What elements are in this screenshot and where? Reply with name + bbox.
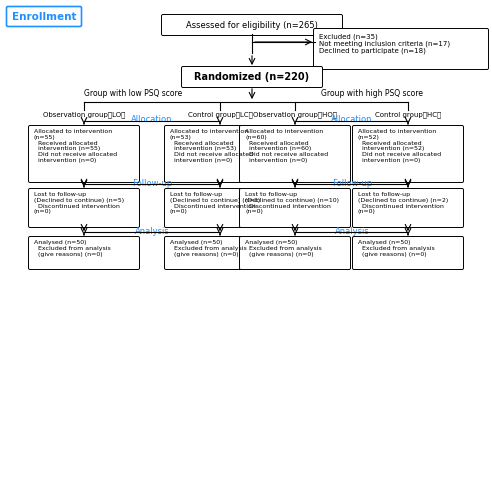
Text: Assessed for eligibility (n=265): Assessed for eligibility (n=265) xyxy=(186,20,318,30)
Text: Lost to follow-up
(Declined to continue) (n=2)
  Discontinued intervention
(n=0): Lost to follow-up (Declined to continue)… xyxy=(358,192,448,214)
FancyBboxPatch shape xyxy=(164,188,276,228)
Text: Excluded (n=35)
Not meeting inclusion criteria (n=17)
Declined to participate (n: Excluded (n=35) Not meeting inclusion cr… xyxy=(319,33,450,54)
FancyBboxPatch shape xyxy=(29,126,140,182)
Text: Control group（LC）: Control group（LC） xyxy=(187,111,252,117)
FancyBboxPatch shape xyxy=(240,188,350,228)
FancyBboxPatch shape xyxy=(164,236,276,270)
Text: Allocated to intervention
(n=53)
  Received allocated
  intervention (n=53)
  Di: Allocated to intervention (n=53) Receive… xyxy=(170,129,253,163)
Text: Allocated to intervention
(n=55)
  Received allocated
  intervention (n=55)
  Di: Allocated to intervention (n=55) Receive… xyxy=(34,129,117,163)
Text: Analysed (n=50)
  Excluded from analysis
  (give reasons) (n=0): Analysed (n=50) Excluded from analysis (… xyxy=(358,240,435,256)
Text: Analysed (n=50)
  Excluded from analysis
  (give reasons) (n=0): Analysed (n=50) Excluded from analysis (… xyxy=(34,240,111,256)
Text: Analysed (n=50)
  Excluded from analysis
  (give reasons) (n=0): Analysed (n=50) Excluded from analysis (… xyxy=(245,240,322,256)
FancyBboxPatch shape xyxy=(240,126,350,182)
Text: Group with high PSQ score: Group with high PSQ score xyxy=(321,88,423,98)
Text: Lost to follow-up
(Declined to continue) (n=10)
  Discontinued intervention
(n=0: Lost to follow-up (Declined to continue)… xyxy=(245,192,339,214)
Text: Allocation: Allocation xyxy=(131,116,173,124)
Text: Allocation: Allocation xyxy=(331,116,373,124)
FancyBboxPatch shape xyxy=(161,14,342,36)
Text: Allocated to intervention
(n=60)
  Received allocated
  intervention (n=60)
  Di: Allocated to intervention (n=60) Receive… xyxy=(245,129,328,163)
Text: Follow-up: Follow-up xyxy=(132,178,172,188)
FancyBboxPatch shape xyxy=(352,188,463,228)
Text: Group with low PSQ score: Group with low PSQ score xyxy=(84,88,182,98)
Text: Allocated to intervention
(n=52)
  Received allocated
  intervention (n=52)
  Di: Allocated to intervention (n=52) Receive… xyxy=(358,129,441,163)
FancyBboxPatch shape xyxy=(6,6,82,26)
FancyBboxPatch shape xyxy=(352,126,463,182)
Text: Observation group（HO）: Observation group（HO） xyxy=(253,111,337,117)
Text: Follow-up: Follow-up xyxy=(332,178,372,188)
Text: Enrollment: Enrollment xyxy=(12,12,76,22)
FancyBboxPatch shape xyxy=(164,126,276,182)
Text: Analysis: Analysis xyxy=(135,226,169,235)
FancyBboxPatch shape xyxy=(313,28,489,70)
Text: Randomized (n=220): Randomized (n=220) xyxy=(194,72,309,82)
FancyBboxPatch shape xyxy=(240,236,350,270)
FancyBboxPatch shape xyxy=(29,236,140,270)
Text: Control group（HC）: Control group（HC） xyxy=(375,111,441,117)
Text: Lost to follow-up
(Declined to continue) (n=5)
  Discontinued intervention
(n=0): Lost to follow-up (Declined to continue)… xyxy=(34,192,124,214)
Text: Analysis: Analysis xyxy=(335,226,369,235)
FancyBboxPatch shape xyxy=(352,236,463,270)
Text: Analysed (n=50)
  Excluded from analysis
  (give reasons) (n=0): Analysed (n=50) Excluded from analysis (… xyxy=(170,240,247,256)
FancyBboxPatch shape xyxy=(29,188,140,228)
Text: Observation group（LO）: Observation group（LO） xyxy=(43,111,125,117)
Text: Lost to follow-up
(Declined to continue) (n=3)
  Discontinued intervention
(n=0): Lost to follow-up (Declined to continue)… xyxy=(170,192,260,214)
FancyBboxPatch shape xyxy=(182,66,322,87)
